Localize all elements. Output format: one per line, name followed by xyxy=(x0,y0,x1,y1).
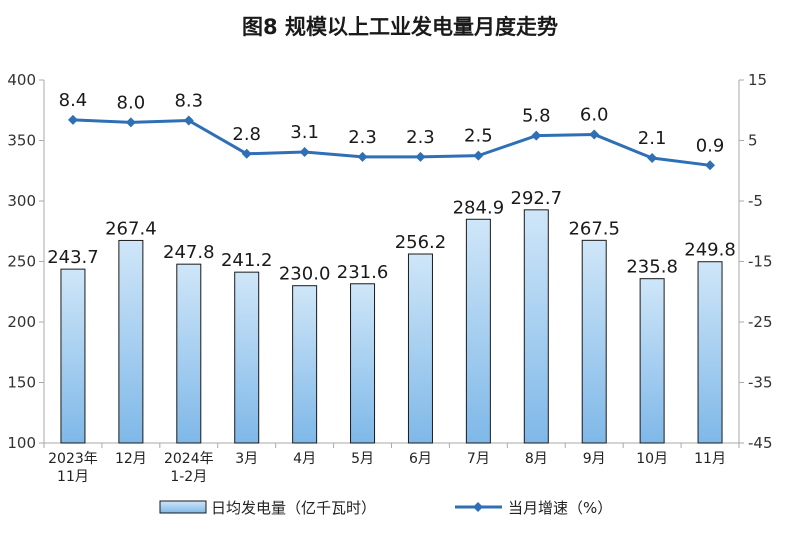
bar-value-label: 256.2 xyxy=(395,232,447,253)
bar xyxy=(523,209,549,444)
y-right-tick-label: 5 xyxy=(748,132,758,150)
y-right-tick-label: -35 xyxy=(748,374,773,392)
legend-line-label: 当月增速（%） xyxy=(508,499,612,517)
bar xyxy=(465,218,491,444)
growth-value-label: 5.8 xyxy=(522,106,551,127)
y-right-tick-label: -45 xyxy=(748,434,773,452)
legend-bar-swatch xyxy=(159,500,207,514)
growth-marker xyxy=(125,117,136,128)
growth-marker xyxy=(299,146,310,157)
x-tick-label: 7月 xyxy=(467,451,490,467)
bar xyxy=(60,268,86,444)
y-left-tick-label: 150 xyxy=(7,374,36,392)
bar xyxy=(407,253,433,444)
x-tick-label: 2023年 xyxy=(48,451,98,467)
legend: 日均发电量（亿千瓦时） 当月增速（%） xyxy=(159,499,612,517)
x-tick-label: 5月 xyxy=(351,451,374,467)
growth-value-label: 0.9 xyxy=(696,135,725,156)
x-tick-label: 11月 xyxy=(57,469,89,485)
x-tick-label: 3月 xyxy=(235,451,258,467)
bar xyxy=(176,263,202,444)
x-tick-label: 8月 xyxy=(525,451,548,467)
growth-marker xyxy=(67,114,78,125)
bar-value-label: 231.6 xyxy=(337,262,389,283)
x-tick-label: 12月 xyxy=(115,451,147,467)
bar xyxy=(234,271,260,444)
x-tick-label: 9月 xyxy=(583,451,606,467)
y-right-tick-label: 15 xyxy=(748,71,767,89)
x-tick-label: 1-2月 xyxy=(170,469,207,485)
y-right-tick-label: -5 xyxy=(748,192,763,210)
data-labels: 243.7 267.4 247.8 241.2 230.0 231.6 256.2 284.9… xyxy=(47,90,736,285)
growth-value-label: 2.8 xyxy=(232,124,261,145)
growth-marker xyxy=(415,151,426,162)
bar xyxy=(350,283,376,444)
bar-value-label: 230.0 xyxy=(279,264,331,285)
x-tick-label: 6月 xyxy=(409,451,432,467)
y-left-tick-label: 100 xyxy=(7,434,36,452)
y-right-tick-label: -25 xyxy=(748,313,773,331)
bar xyxy=(118,239,144,444)
x-tick-label: 11月 xyxy=(694,451,726,467)
legend-line-marker xyxy=(473,502,483,512)
bar-value-label: 243.7 xyxy=(47,247,99,268)
bar-value-label: 267.4 xyxy=(105,218,157,239)
growth-value-label: 8.3 xyxy=(174,91,203,112)
y-left-tick-label: 300 xyxy=(7,192,36,210)
y-left-tick-label: 200 xyxy=(7,313,36,331)
growth-value-label: 6.0 xyxy=(580,104,609,125)
bar-value-label: 235.8 xyxy=(626,257,678,278)
axes: 100 150 200 250 300 350 400 -45 -35 -25 -15 -5 5 15 20… xyxy=(7,71,772,485)
growth-value-label: 2.3 xyxy=(406,127,435,148)
growth-line xyxy=(67,114,716,171)
bar-value-label: 284.9 xyxy=(453,197,505,218)
growth-marker xyxy=(473,150,484,161)
bar xyxy=(639,278,665,444)
y-left-tick-label: 350 xyxy=(7,132,36,150)
bar xyxy=(581,239,607,444)
growth-marker xyxy=(183,115,194,126)
chart-title: 图8 规模以上工业发电量月度走势 xyxy=(242,15,558,39)
growth-value-label: 8.4 xyxy=(59,90,88,111)
growth-marker xyxy=(705,160,716,171)
bar-value-label: 241.2 xyxy=(221,250,273,271)
bar xyxy=(292,285,318,444)
bar-value-label: 249.8 xyxy=(684,240,736,261)
y-right-tick-label: -15 xyxy=(748,253,773,271)
bars xyxy=(60,209,723,444)
growth-value-label: 2.3 xyxy=(348,127,377,148)
bar xyxy=(697,261,723,444)
bar-value-label: 267.5 xyxy=(568,218,620,239)
x-tick-label: 4月 xyxy=(293,451,316,467)
growth-value-label: 2.1 xyxy=(638,128,667,149)
growth-marker xyxy=(241,148,252,159)
growth-marker xyxy=(647,153,658,164)
growth-value-label: 8.0 xyxy=(117,92,146,113)
growth-marker xyxy=(589,129,600,140)
bar-value-label: 247.8 xyxy=(163,242,215,263)
bar-value-label: 292.7 xyxy=(511,188,563,209)
x-tick-label: 2024年 xyxy=(164,451,214,467)
legend-bar-label: 日均发电量（亿千瓦时） xyxy=(211,499,376,517)
growth-value-label: 3.1 xyxy=(290,122,319,143)
growth-value-label: 2.5 xyxy=(464,126,493,147)
x-tick-label: 10月 xyxy=(636,451,668,467)
growth-marker xyxy=(531,130,542,141)
y-left-tick-label: 400 xyxy=(7,71,36,89)
growth-marker xyxy=(357,151,368,162)
growth-line-path xyxy=(72,118,711,167)
y-left-tick-label: 250 xyxy=(7,253,36,271)
